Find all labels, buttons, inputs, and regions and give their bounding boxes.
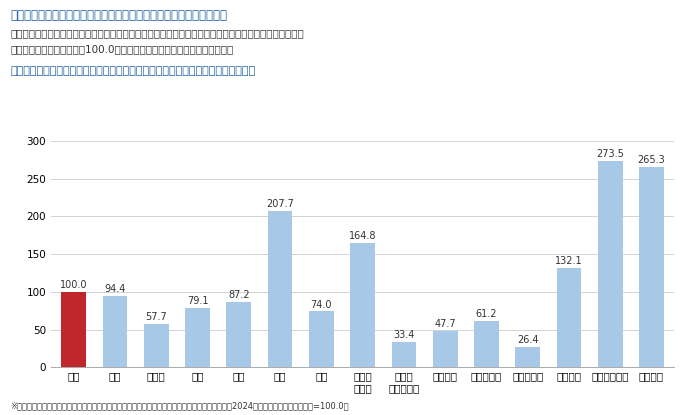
Bar <box>392 342 416 367</box>
Text: 87.2: 87.2 <box>228 290 250 300</box>
Text: 94.4: 94.4 <box>104 284 126 294</box>
Bar <box>516 347 540 367</box>
Text: 79.1: 79.1 <box>187 296 208 306</box>
Text: 57.7: 57.7 <box>146 312 167 322</box>
Text: 図表３－４は、東京／港区元麻布所在／高級住宅（ハイエンドクラス）のマンション賃料（１戸の専有: 図表３－４は、東京／港区元麻布所在／高級住宅（ハイエンドクラス）のマンション賃料… <box>10 28 304 38</box>
Bar <box>268 211 292 367</box>
Bar <box>433 331 458 367</box>
Text: 47.7: 47.7 <box>434 320 456 330</box>
Bar <box>185 308 210 367</box>
Bar <box>144 324 169 367</box>
Text: 33.4: 33.4 <box>393 330 415 340</box>
Bar <box>227 302 251 367</box>
Text: 100.0: 100.0 <box>60 280 88 290</box>
Bar <box>61 292 86 367</box>
Text: 61.2: 61.2 <box>476 309 497 319</box>
Text: 273.5: 273.5 <box>597 149 624 159</box>
Text: 132.1: 132.1 <box>555 256 583 266</box>
Bar <box>474 321 498 367</box>
Text: 207.7: 207.7 <box>266 199 294 209</box>
Text: 164.8: 164.8 <box>349 231 377 241</box>
Bar <box>639 167 664 367</box>
Text: 74.0: 74.0 <box>311 300 332 310</box>
Bar <box>598 161 622 367</box>
Text: 265.3: 265.3 <box>637 155 665 165</box>
Bar <box>103 296 127 367</box>
Text: 面積あたりの賃料単価）を100.0とした場合の各都市との比較指数である。: 面積あたりの賃料単価）を100.0とした場合の各都市との比較指数である。 <box>10 44 234 54</box>
Bar <box>350 243 375 367</box>
Text: 26.4: 26.4 <box>517 335 539 345</box>
Text: ※各都市の高級住宅（ハイエンドクラス）のマンションを前提とした賃料単価の各都市比較指数（2024年４月の東京・元麻布地区=100.0）: ※各都市の高級住宅（ハイエンドクラス）のマンションを前提とした賃料単価の各都市比… <box>10 402 349 411</box>
Text: ３－４．マンション／高級住宅（ハイエンドクラス）の賃料水準比較: ３－４．マンション／高級住宅（ハイエンドクラス）の賃料水準比較 <box>10 9 227 22</box>
Bar <box>556 268 582 367</box>
Text: （図表３－４）［マンション／高級住宅（ハイエンドクラス）の賃料水準の比較］: （図表３－４）［マンション／高級住宅（ハイエンドクラス）の賃料水準の比較］ <box>10 66 255 76</box>
Bar <box>309 312 334 367</box>
